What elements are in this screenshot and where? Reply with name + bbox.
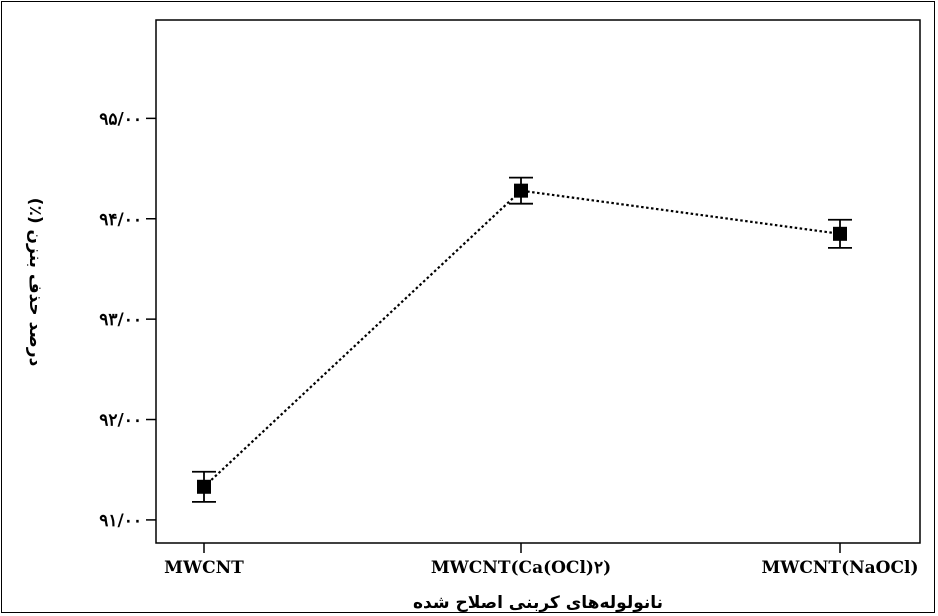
x-axis-title: نانولوله‌های کربنی اصلاح شده (413, 593, 663, 613)
plot-area (155, 19, 921, 544)
x-category-label: MWCNT(NaOCl) (761, 558, 918, 578)
y-tick-label: ۹۴/۰۰ (99, 210, 142, 230)
y-tick-label: ۹۱/۰۰ (99, 511, 142, 531)
y-tick-label: ۹۵/۰۰ (99, 109, 142, 129)
x-category-label: MWCNT(Ca(OCl)۲) (431, 558, 611, 578)
data-point (514, 183, 528, 198)
y-axis-title: درصد حذف بنزن (٪) (25, 198, 45, 367)
y-tick-label: ۹۳/۰۰ (99, 310, 142, 330)
y-tick-label: ۹۲/۰۰ (99, 411, 142, 431)
series-line (203, 189, 841, 488)
data-point (833, 226, 847, 241)
data-point (197, 479, 211, 494)
x-category-label: MWCNT (164, 558, 244, 578)
